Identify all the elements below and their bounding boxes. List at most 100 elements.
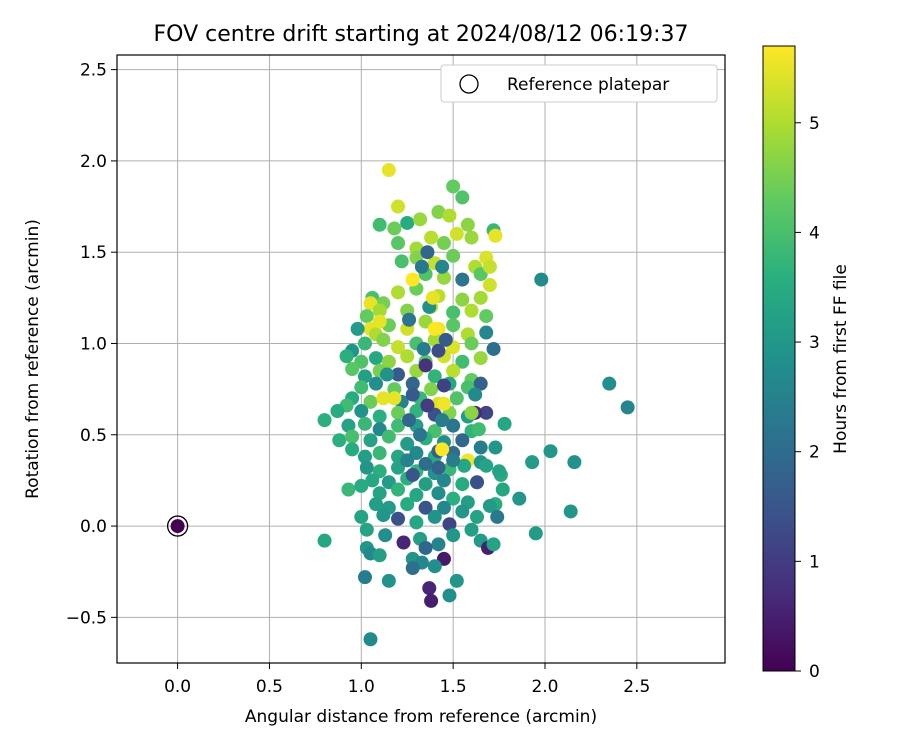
data-point [357, 449, 372, 464]
data-point [418, 456, 433, 471]
data-point [363, 394, 378, 409]
data-point [455, 433, 470, 448]
data-point [446, 453, 461, 468]
data-point [359, 460, 374, 475]
data-point [446, 363, 461, 378]
data-point [431, 460, 446, 475]
data-point [446, 305, 461, 320]
data-point [391, 405, 406, 420]
data-point [345, 362, 360, 377]
data-point [455, 272, 470, 287]
data-point [357, 369, 372, 384]
reference-marker [166, 515, 189, 537]
data-point [409, 515, 424, 530]
data-point [381, 163, 396, 178]
data-point [486, 341, 501, 356]
data-point [495, 482, 510, 497]
chart-title: FOV centre drift starting at 2024/08/12 … [154, 22, 689, 47]
data-point [446, 318, 461, 333]
data-point [372, 446, 387, 461]
data-point [479, 325, 494, 340]
data-point [413, 212, 428, 227]
legend-box [440, 64, 718, 103]
y-tick-label: −0.5 [66, 608, 107, 628]
data-point [357, 416, 372, 431]
data-point [464, 336, 479, 351]
data-point [391, 340, 406, 355]
data-point [431, 205, 446, 220]
data-point [473, 290, 488, 305]
data-point [563, 504, 578, 519]
data-point [482, 498, 497, 513]
data-point [420, 245, 435, 260]
data-point [431, 343, 446, 358]
data-point [468, 387, 483, 402]
data-point [471, 422, 486, 437]
data-point [492, 464, 507, 479]
data-point [359, 309, 374, 324]
data-point [372, 314, 387, 329]
data-point [418, 477, 433, 492]
data-point [317, 533, 332, 548]
data-point [567, 455, 582, 470]
data-point [365, 473, 380, 488]
data-point [457, 458, 472, 473]
data-point [512, 491, 527, 506]
data-point [414, 259, 429, 274]
data-point [435, 442, 450, 457]
data-point [449, 573, 464, 588]
x-axis-label: Angular distance from reference (arcmin) [245, 707, 597, 727]
colorbar-ticks: 0 1 2 3 4 5 [795, 114, 820, 682]
data-point [488, 440, 503, 455]
data-point [473, 376, 488, 391]
colorbar-tick-label: 1 [809, 552, 820, 572]
data-point [435, 413, 450, 428]
data-point [317, 413, 332, 428]
data-point [339, 349, 354, 364]
data-point [470, 509, 485, 524]
data-point [425, 290, 440, 305]
data-point [422, 581, 437, 596]
data-point [446, 491, 461, 506]
y-tick-label: 1.0 [80, 334, 107, 354]
data-point [479, 458, 494, 473]
y-tick-label: 2.5 [80, 61, 107, 81]
y-tick-label: 0.5 [80, 426, 107, 446]
data-point [436, 236, 451, 251]
data-point [464, 303, 479, 318]
data-point [354, 509, 369, 524]
data-point [341, 482, 356, 497]
data-point [400, 453, 415, 468]
y-tick-label: 1.5 [80, 243, 107, 263]
data-point [405, 272, 420, 287]
data-point [525, 455, 540, 470]
scatter-points [317, 163, 635, 647]
data-point [488, 228, 503, 243]
data-point [409, 488, 424, 503]
data-point [490, 509, 505, 524]
y-axis-ticks: −0.5 0.0 0.5 1.0 1.5 2.0 2.5 [66, 61, 117, 628]
data-point [420, 398, 435, 413]
data-point [359, 522, 374, 537]
data-point [427, 369, 442, 384]
data-point [470, 475, 485, 490]
data-point [442, 588, 457, 603]
data-point [368, 497, 383, 512]
x-tick-label: 2.5 [623, 677, 650, 697]
data-point [436, 500, 451, 515]
data-point [400, 497, 415, 512]
data-point [405, 376, 420, 391]
data-point [543, 444, 558, 459]
data-point [442, 517, 457, 532]
data-point [380, 367, 395, 382]
data-point [405, 467, 420, 482]
data-point [497, 416, 512, 431]
data-point [357, 336, 372, 351]
colorbar-tick-label: 2 [809, 443, 820, 463]
data-point [363, 433, 378, 448]
plot-frame [116, 54, 726, 664]
data-point [460, 217, 475, 232]
legend: Reference platepar [440, 64, 718, 103]
colorbar-tick-label: 3 [809, 333, 820, 353]
x-tick-label: 2.0 [531, 677, 558, 697]
